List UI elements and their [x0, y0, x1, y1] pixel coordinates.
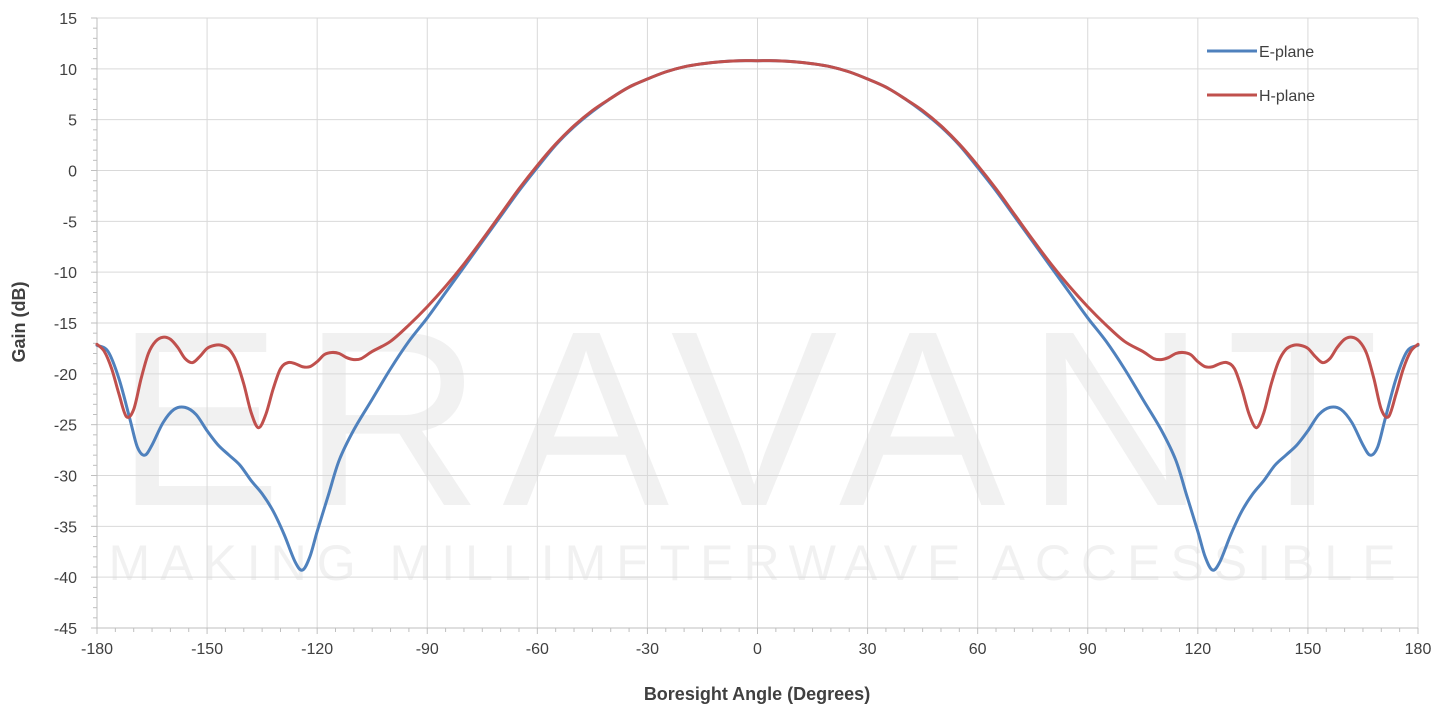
x-tick-label: -150 — [191, 641, 223, 658]
y-tick-label: -35 — [54, 519, 77, 536]
y-tick-label: -20 — [54, 367, 77, 384]
x-tick-label: 180 — [1405, 641, 1432, 658]
x-tick-label: -30 — [636, 641, 659, 658]
y-tick-label: -45 — [54, 621, 77, 638]
x-tick-label: -90 — [416, 641, 439, 658]
grid-layer — [96, 17, 1419, 629]
y-tick-label: -30 — [54, 469, 77, 486]
x-tick-label: 0 — [753, 641, 762, 658]
watermark: ERAVANT MAKING MILLIMETERWAVE ACCESSIBLE — [108, 279, 1405, 591]
x-tick-label: 90 — [1079, 641, 1097, 658]
x-tick-label: 120 — [1184, 641, 1211, 658]
y-tick-label: 0 — [68, 164, 77, 181]
series-layer — [95, 59, 1420, 572]
y-tick-label: 5 — [68, 113, 77, 130]
series-line-h-plane — [95, 59, 1420, 430]
y-tick-label: -25 — [54, 418, 77, 435]
watermark-logo-text: ERAVANT — [115, 279, 1399, 558]
x-tick-label: 60 — [969, 641, 987, 658]
x-tick-label: -120 — [301, 641, 333, 658]
axis-layer: -180 -150 -120 -90 -60 -30 0 30 60 90 120 150 180-45… — [54, 11, 1432, 658]
legend: E-plane H-plane — [1207, 44, 1315, 105]
x-tick-label: -180 — [81, 641, 113, 658]
x-tick-label: 30 — [859, 641, 877, 658]
watermark-tagline: MAKING MILLIMETERWAVE ACCESSIBLE — [108, 535, 1405, 591]
x-axis-title: Boresight Angle (Degrees) — [644, 684, 870, 704]
legend-label-h-plane: H-plane — [1259, 88, 1315, 105]
y-tick-label: -40 — [54, 570, 77, 587]
y-tick-label: -15 — [54, 316, 77, 333]
y-axis-title: Gain (dB) — [9, 282, 29, 363]
y-tick-label: -10 — [54, 265, 77, 282]
x-tick-label: -60 — [526, 641, 549, 658]
legend-label-e-plane: E-plane — [1259, 44, 1314, 61]
x-tick-label: 150 — [1295, 641, 1322, 658]
y-tick-label: 15 — [59, 11, 77, 28]
y-tick-label: -5 — [63, 214, 77, 231]
y-tick-label: 10 — [59, 62, 77, 79]
